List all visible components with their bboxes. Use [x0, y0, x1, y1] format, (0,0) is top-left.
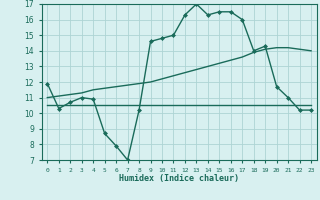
X-axis label: Humidex (Indice chaleur): Humidex (Indice chaleur)	[119, 174, 239, 183]
